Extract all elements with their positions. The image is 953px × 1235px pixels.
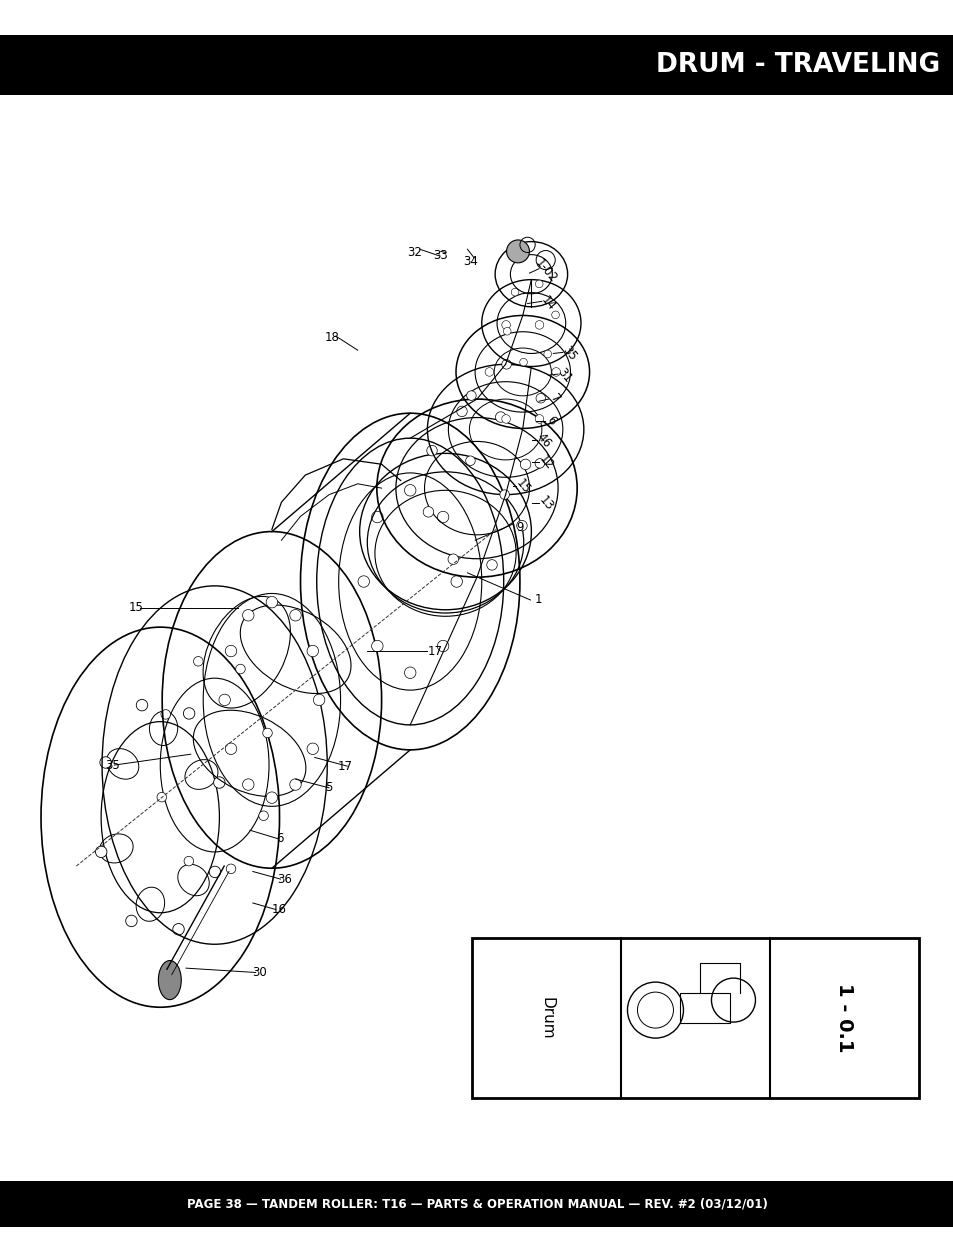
Circle shape xyxy=(372,511,383,522)
Text: 17: 17 xyxy=(337,760,353,773)
Circle shape xyxy=(495,411,505,422)
Text: 1: 1 xyxy=(534,594,541,606)
Text: 35: 35 xyxy=(559,343,578,363)
Text: 16: 16 xyxy=(272,903,287,916)
Text: 46: 46 xyxy=(534,431,553,451)
Circle shape xyxy=(161,710,171,719)
Circle shape xyxy=(266,597,277,608)
Text: 15: 15 xyxy=(513,475,532,495)
Circle shape xyxy=(136,699,148,711)
Circle shape xyxy=(436,640,448,652)
Circle shape xyxy=(451,576,462,588)
Circle shape xyxy=(503,327,511,335)
Circle shape xyxy=(551,311,558,319)
Circle shape xyxy=(372,640,383,652)
Circle shape xyxy=(499,490,509,499)
Circle shape xyxy=(242,779,253,790)
Circle shape xyxy=(184,856,193,866)
Circle shape xyxy=(501,321,510,330)
Text: 34: 34 xyxy=(462,254,477,268)
Circle shape xyxy=(501,415,510,424)
Text: 31: 31 xyxy=(555,366,574,385)
Text: DRUM - TRAVELING: DRUM - TRAVELING xyxy=(655,52,939,78)
Circle shape xyxy=(535,458,544,468)
Circle shape xyxy=(466,390,476,400)
Circle shape xyxy=(100,757,112,768)
Circle shape xyxy=(486,559,497,571)
Circle shape xyxy=(535,415,543,424)
Text: 17: 17 xyxy=(427,645,442,657)
Text: 18: 18 xyxy=(324,331,339,343)
Circle shape xyxy=(183,708,194,719)
Text: 1-02: 1-02 xyxy=(532,257,558,285)
Circle shape xyxy=(226,864,235,873)
Circle shape xyxy=(290,779,301,790)
Text: 36: 36 xyxy=(276,873,292,885)
Circle shape xyxy=(262,729,272,737)
Circle shape xyxy=(535,321,543,330)
Text: 30: 30 xyxy=(252,966,267,979)
Circle shape xyxy=(536,394,545,403)
Circle shape xyxy=(193,657,203,666)
Circle shape xyxy=(465,456,475,466)
Text: 6: 6 xyxy=(543,414,558,427)
Circle shape xyxy=(456,406,467,416)
Bar xyxy=(472,937,918,1098)
Circle shape xyxy=(225,743,236,755)
Ellipse shape xyxy=(158,961,181,999)
Text: 7: 7 xyxy=(547,391,562,406)
Text: 33: 33 xyxy=(433,249,448,262)
Circle shape xyxy=(242,610,253,621)
Circle shape xyxy=(307,646,318,657)
Circle shape xyxy=(423,506,434,517)
Circle shape xyxy=(258,811,268,820)
Bar xyxy=(679,993,730,1023)
Text: Drum: Drum xyxy=(538,997,554,1040)
Circle shape xyxy=(307,743,318,755)
Text: 1 - 0.1: 1 - 0.1 xyxy=(834,983,853,1053)
Circle shape xyxy=(517,520,527,531)
Circle shape xyxy=(404,484,416,496)
Text: 14: 14 xyxy=(538,294,558,314)
Text: 35: 35 xyxy=(105,758,120,772)
Circle shape xyxy=(225,646,236,657)
Circle shape xyxy=(436,511,448,522)
Circle shape xyxy=(357,576,369,588)
Circle shape xyxy=(426,446,436,456)
Circle shape xyxy=(519,459,530,469)
Text: 6: 6 xyxy=(275,832,283,846)
Text: 13: 13 xyxy=(536,494,555,514)
Text: PAGE 38 — TANDEM ROLLER: T16 — PARTS & OPERATION MANUAL — REV. #2 (03/12/01): PAGE 38 — TANDEM ROLLER: T16 — PARTS & O… xyxy=(187,1198,766,1210)
Circle shape xyxy=(501,359,511,369)
Circle shape xyxy=(266,792,277,803)
Circle shape xyxy=(213,777,225,788)
Text: 15: 15 xyxy=(129,601,144,614)
Circle shape xyxy=(313,694,324,705)
Circle shape xyxy=(290,610,301,621)
Circle shape xyxy=(209,866,220,878)
Circle shape xyxy=(218,694,230,705)
Circle shape xyxy=(535,280,542,288)
Circle shape xyxy=(551,368,559,377)
Text: 9: 9 xyxy=(516,521,523,534)
Circle shape xyxy=(506,240,529,263)
Bar xyxy=(0,35,953,95)
Circle shape xyxy=(235,664,245,674)
Circle shape xyxy=(172,924,184,935)
Circle shape xyxy=(95,846,107,857)
Text: 12: 12 xyxy=(536,452,555,472)
Text: 5: 5 xyxy=(325,782,333,794)
Bar xyxy=(0,1181,953,1228)
Text: 32: 32 xyxy=(407,246,422,259)
Circle shape xyxy=(484,368,494,377)
Circle shape xyxy=(448,555,458,564)
Circle shape xyxy=(519,358,527,366)
Circle shape xyxy=(404,667,416,678)
Circle shape xyxy=(157,793,167,802)
Circle shape xyxy=(126,915,137,926)
Circle shape xyxy=(543,351,551,358)
Circle shape xyxy=(511,288,518,296)
